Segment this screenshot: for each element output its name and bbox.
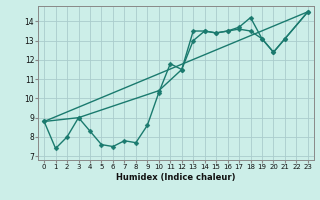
X-axis label: Humidex (Indice chaleur): Humidex (Indice chaleur) bbox=[116, 173, 236, 182]
